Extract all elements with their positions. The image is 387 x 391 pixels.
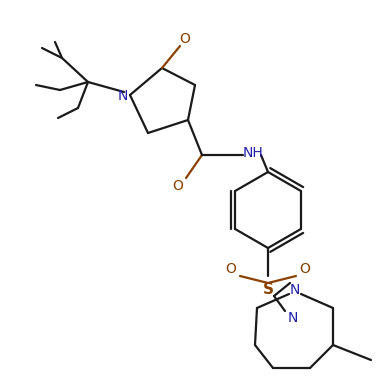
Text: NH: NH	[243, 146, 264, 160]
Text: N: N	[288, 311, 298, 325]
Text: S: S	[262, 283, 274, 298]
Text: O: O	[300, 262, 310, 276]
Text: O: O	[180, 32, 190, 46]
Text: N: N	[290, 283, 300, 297]
Text: N: N	[118, 89, 128, 103]
Text: O: O	[173, 179, 183, 193]
Text: O: O	[226, 262, 236, 276]
